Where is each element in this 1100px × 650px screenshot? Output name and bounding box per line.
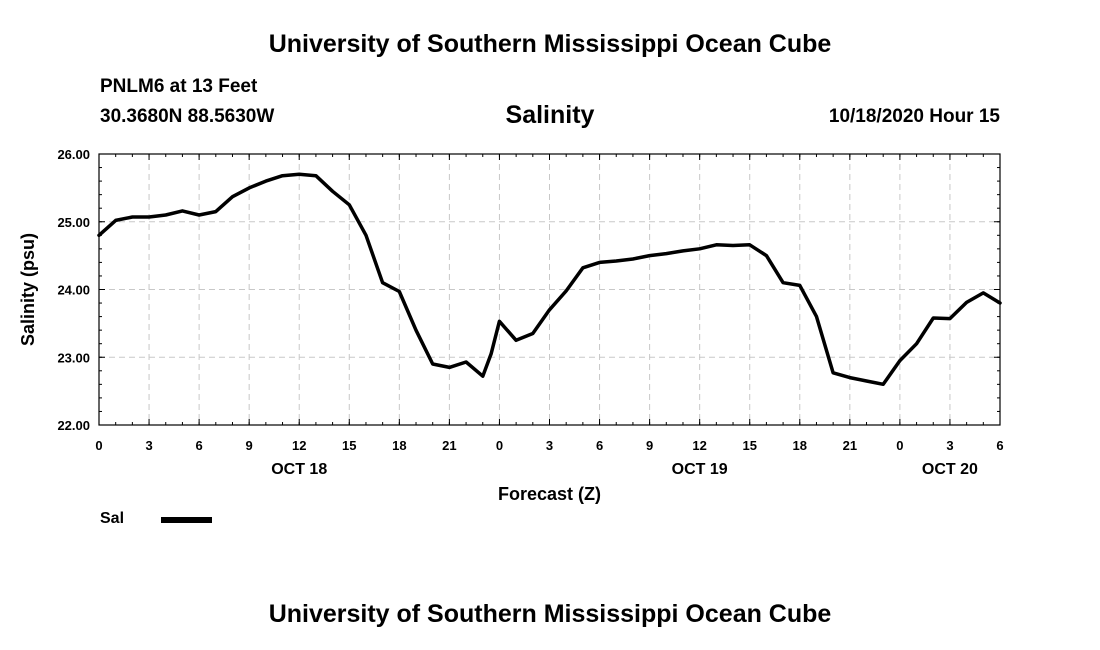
station-coordinates: 30.3680N 88.5630W bbox=[100, 106, 275, 127]
x-tick-label: 21 bbox=[442, 438, 456, 453]
x-tick-label: 21 bbox=[843, 438, 857, 453]
day-label: OCT 19 bbox=[672, 461, 728, 478]
x-tick-label: 18 bbox=[392, 438, 406, 453]
y-tick-label: 24.00 bbox=[57, 283, 90, 298]
y-tick-label: 26.00 bbox=[57, 147, 90, 162]
x-tick-label: 0 bbox=[95, 438, 102, 453]
x-tick-label: 3 bbox=[946, 438, 953, 453]
station-label: PNLM6 at 13 Feet bbox=[100, 76, 258, 97]
x-tick-label: 0 bbox=[496, 438, 503, 453]
x-tick-label: 6 bbox=[195, 438, 202, 453]
x-tick-label: 3 bbox=[145, 438, 152, 453]
y-axis-title: Salinity (psu) bbox=[18, 233, 38, 346]
y-tick-label: 22.00 bbox=[57, 418, 90, 433]
x-tick-label: 0 bbox=[896, 438, 903, 453]
day-label: OCT 20 bbox=[922, 461, 978, 478]
x-tick-label: 12 bbox=[692, 438, 706, 453]
x-axis-title: Forecast (Z) bbox=[498, 484, 601, 504]
x-tick-label: 15 bbox=[742, 438, 756, 453]
legend-label: Sal bbox=[100, 510, 125, 527]
x-tick-label: 6 bbox=[596, 438, 603, 453]
legend-line-swatch bbox=[161, 517, 212, 523]
y-tick-label: 25.00 bbox=[57, 215, 90, 230]
x-tick-label: 3 bbox=[546, 438, 553, 453]
x-tick-label: 9 bbox=[246, 438, 253, 453]
chart-title: Salinity bbox=[505, 101, 595, 129]
y-tick-label: 23.00 bbox=[57, 350, 90, 365]
forecast-datetime: 10/18/2020 Hour 15 bbox=[828, 106, 1000, 127]
grid-lines bbox=[99, 154, 1000, 425]
x-tick-label: 9 bbox=[646, 438, 653, 453]
footer-title: University of Southern Mississippi Ocean… bbox=[268, 600, 832, 628]
x-tick-label: 12 bbox=[292, 438, 306, 453]
day-label: OCT 18 bbox=[271, 461, 327, 478]
x-tick-label: 18 bbox=[793, 438, 807, 453]
x-tick-label: 15 bbox=[342, 438, 356, 453]
salinity-series-line bbox=[97, 172, 1002, 387]
axis-labels: 22.00 23.00 24.00 25.00 26.00 0 3 6 9 12 15 18 21 0 3 6… bbox=[57, 147, 1003, 478]
report-title: University of Southern Mississippi Ocean… bbox=[268, 30, 832, 58]
plot-frame bbox=[98, 153, 1001, 426]
x-tick-label: 6 bbox=[996, 438, 1003, 453]
